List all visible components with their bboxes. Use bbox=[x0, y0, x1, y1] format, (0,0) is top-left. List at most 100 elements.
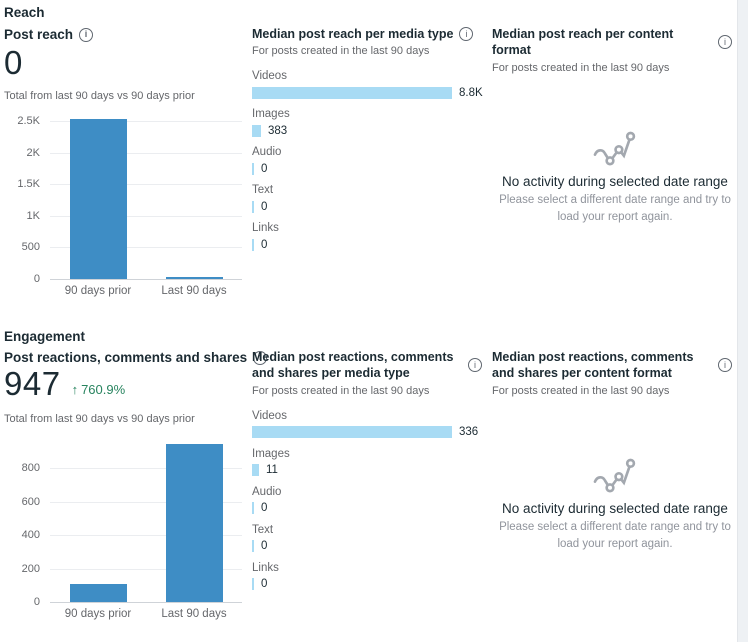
info-icon[interactable]: i bbox=[253, 350, 268, 365]
media-bar[interactable] bbox=[252, 464, 259, 476]
median-engagement-media-type-card: i Median post reactions, comments and sh… bbox=[252, 349, 488, 600]
media-value: 8.8K bbox=[459, 86, 483, 99]
y-axis-tick-label: 200 bbox=[21, 563, 40, 575]
x-axis-category-label: 90 days prior bbox=[64, 608, 132, 620]
trend-up-arrow-icon: ↑ bbox=[71, 381, 79, 397]
post-reach-footnote: Total from last 90 days vs 90 days prior bbox=[4, 90, 195, 102]
media-value: 383 bbox=[268, 124, 288, 137]
median-reach-media-type-card: Median post reach per media type i For p… bbox=[252, 26, 488, 260]
chart-gridline bbox=[50, 216, 242, 217]
media-value: 0 bbox=[261, 502, 268, 514]
y-axis-tick-label: 2K bbox=[26, 147, 40, 159]
post-reach-metric-label: Post reach i bbox=[4, 27, 94, 42]
info-icon[interactable]: i bbox=[468, 358, 482, 372]
media-value: 11 bbox=[266, 464, 278, 476]
media-bar-row: 8.8K bbox=[252, 86, 488, 99]
media-value: 0 bbox=[261, 540, 268, 552]
post-engagement-bar-chart: 0 200 400 600 800 90 days prior Last 90 days bbox=[4, 435, 244, 627]
card-subtitle: For posts created in the last 90 days bbox=[252, 384, 430, 397]
card-subtitle: For posts created in the last 90 days bbox=[492, 384, 670, 397]
y-axis-tick-label: 1K bbox=[26, 210, 40, 222]
x-axis-category-label: Last 90 days bbox=[161, 608, 227, 620]
post-engagement-footnote: Total from last 90 days vs 90 days prior bbox=[4, 413, 195, 425]
media-bar[interactable] bbox=[252, 502, 254, 514]
media-value: 0 bbox=[261, 162, 268, 175]
media-type-list: Videos 8.8K Images 383 Audio 0 Text 0 Links 0 bbox=[252, 70, 488, 251]
x-axis-category-label: Last 90 days bbox=[161, 285, 227, 297]
media-type-item: Images 383 bbox=[252, 108, 488, 137]
media-bar[interactable] bbox=[252, 238, 254, 251]
media-bar-row: 0 bbox=[252, 162, 488, 175]
chart-gridline bbox=[50, 184, 242, 185]
media-bar-row: 0 bbox=[252, 238, 488, 251]
media-type-item: Text 0 bbox=[252, 524, 488, 553]
line-chart-icon bbox=[593, 131, 636, 166]
empty-state-title: No activity during selected date range bbox=[502, 501, 728, 516]
media-type-item: Videos 8.8K bbox=[252, 70, 488, 99]
media-bar[interactable] bbox=[252, 86, 452, 99]
card-title: Median post reactions, comments and shar… bbox=[492, 350, 694, 381]
media-type-label: Audio bbox=[252, 146, 282, 159]
info-icon[interactable]: i bbox=[718, 358, 732, 372]
trend-percent: 760.9% bbox=[81, 381, 126, 397]
media-type-item: Text 0 bbox=[252, 184, 488, 213]
card-subtitle: For posts created in the last 90 days bbox=[252, 45, 430, 58]
info-icon[interactable]: i bbox=[79, 27, 94, 42]
media-bar[interactable] bbox=[252, 124, 261, 137]
media-type-label: Audio bbox=[252, 485, 282, 498]
media-bar-row: 383 bbox=[252, 124, 488, 137]
median-engagement-content-format-card: i Median post reactions, comments and sh… bbox=[492, 349, 738, 397]
media-type-list: Videos 336 Images 11 Audio 0 Text 0 Links 0 bbox=[252, 410, 488, 591]
post-engagement-value: 947 bbox=[4, 365, 61, 402]
media-type-item: Videos 336 bbox=[252, 410, 488, 439]
engagement-section-title: Engagement bbox=[4, 329, 86, 344]
media-bar[interactable] bbox=[252, 540, 254, 552]
empty-state-title: No activity during selected date range bbox=[502, 174, 728, 189]
post-engagement-metric-label: Post reactions, comments and shares i bbox=[4, 350, 268, 365]
post-engagement-label-text: Post reactions, comments and shares bbox=[4, 350, 248, 365]
chart-gridline bbox=[50, 569, 242, 570]
chart-gridline bbox=[50, 502, 242, 503]
media-value: 336 bbox=[459, 426, 479, 438]
media-type-item: Audio 0 bbox=[252, 146, 488, 175]
chart-bar[interactable] bbox=[70, 584, 127, 602]
chart-gridline bbox=[50, 247, 242, 248]
media-bar[interactable] bbox=[252, 200, 254, 213]
media-type-label: Links bbox=[252, 561, 279, 574]
post-reach-value-row: 0 bbox=[4, 45, 23, 81]
chart-gridline bbox=[50, 468, 242, 469]
median-reach-content-format-card: i Median post reach per content format F… bbox=[492, 26, 738, 74]
chart-gridline bbox=[50, 279, 242, 280]
media-value: 0 bbox=[261, 578, 268, 590]
media-type-item: Links 0 bbox=[252, 222, 488, 251]
media-bar-row: 0 bbox=[252, 540, 488, 553]
chart-gridline bbox=[50, 153, 242, 154]
media-type-label: Images bbox=[252, 447, 290, 460]
y-axis-tick-label: 2.5K bbox=[17, 115, 40, 127]
chart-gridline bbox=[50, 602, 242, 603]
y-axis-tick-label: 0 bbox=[33, 596, 40, 608]
card-title: Median post reach per content format bbox=[492, 27, 674, 58]
card-title: Median post reactions, comments and shar… bbox=[252, 350, 454, 381]
no-activity-empty-state: No activity during selected date range P… bbox=[492, 128, 738, 225]
media-bar[interactable] bbox=[252, 426, 452, 438]
media-bar[interactable] bbox=[252, 578, 254, 590]
media-type-item: Audio 0 bbox=[252, 486, 488, 515]
media-type-label: Links bbox=[252, 222, 279, 235]
card-subtitle: For posts created in the last 90 days bbox=[492, 61, 670, 74]
empty-state-subtitle: Please select a different date range and… bbox=[499, 194, 731, 223]
media-value: 0 bbox=[261, 238, 268, 251]
post-engagement-value-row: 947 ↑ 760.9% bbox=[4, 365, 126, 402]
empty-state-subtitle: Please select a different date range and… bbox=[499, 521, 731, 550]
chart-bar[interactable] bbox=[166, 277, 223, 279]
line-chart-icon bbox=[593, 458, 636, 493]
chart-bar[interactable] bbox=[70, 119, 127, 279]
y-axis-tick-label: 1.5K bbox=[17, 178, 40, 190]
info-icon[interactable]: i bbox=[459, 27, 474, 42]
info-icon[interactable]: i bbox=[718, 35, 732, 49]
chart-bar[interactable] bbox=[166, 444, 223, 602]
media-type-label: Videos bbox=[252, 409, 287, 422]
media-bar[interactable] bbox=[252, 162, 254, 175]
y-axis-tick-label: 400 bbox=[21, 529, 40, 541]
